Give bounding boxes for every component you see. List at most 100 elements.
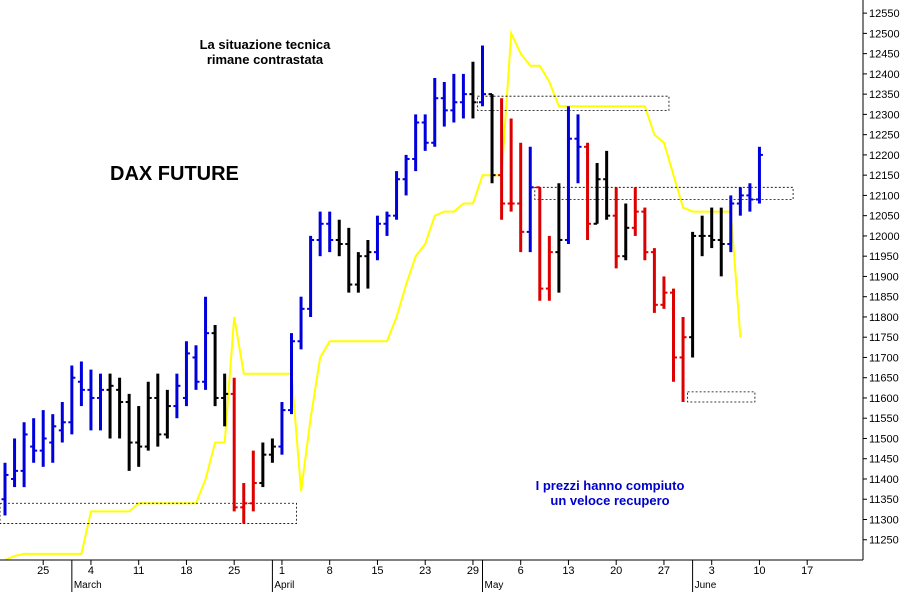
- ohlc-bar: [202, 296, 210, 390]
- ohlc-bar: [555, 183, 563, 293]
- ohlc-bar: [268, 438, 276, 463]
- ohlc-bar: [1, 462, 9, 516]
- ohlc-bar: [727, 195, 735, 253]
- ohlc-bar: [364, 239, 372, 289]
- ohlc-bar: [77, 361, 85, 407]
- ohlc-bar: [679, 316, 687, 403]
- ohlc-bar: [736, 187, 744, 216]
- y-tick-label: 11600: [869, 393, 899, 405]
- x-month-label: June: [695, 580, 717, 591]
- ohlc-bar: [278, 402, 286, 455]
- ohlc-bar: [708, 207, 716, 249]
- ohlc-bar: [87, 369, 95, 431]
- ohlc-bar: [144, 381, 152, 451]
- ohlc-bar: [469, 61, 477, 119]
- ohlc-bar: [230, 377, 238, 512]
- ohlc-bar: [125, 393, 133, 471]
- ohlc-bar: [584, 142, 592, 240]
- support-resistance-box-2: [534, 186, 794, 200]
- ohlc-bar: [11, 438, 19, 488]
- ohlc-bar: [412, 114, 420, 172]
- x-month-label: May: [485, 580, 504, 591]
- y-tick-label: 12250: [869, 130, 900, 142]
- annotation-price-recovery: I prezzi hanno compiuto un veloce recupe…: [535, 478, 685, 508]
- y-tick-label: 11350: [869, 494, 899, 506]
- ohlc-bar: [698, 215, 706, 257]
- ohlc-bar: [612, 187, 620, 269]
- ohlc-bar: [316, 211, 324, 257]
- y-tick-label: 11900: [869, 271, 899, 283]
- y-tick-label: 12000: [869, 231, 900, 243]
- x-tick-label: 25: [37, 565, 49, 577]
- ohlc-bar: [650, 248, 658, 313]
- x-tick-label: 17: [801, 565, 813, 577]
- ohlc-bar: [373, 215, 381, 261]
- ohlc-bar: [182, 341, 190, 407]
- ohlc-bar: [326, 211, 334, 253]
- ohlc-bar: [670, 288, 677, 382]
- x-tick-label: 6: [518, 565, 524, 577]
- ohlc-bar: [536, 186, 544, 301]
- ohlc-bar: [335, 219, 343, 257]
- x-tick-label: 8: [327, 565, 333, 577]
- ohlc-bar: [593, 163, 601, 225]
- ohlc-bar: [249, 450, 257, 512]
- ohlc-bar: [20, 422, 28, 488]
- y-tick-label: 11450: [869, 454, 899, 466]
- y-tick-label: 12150: [869, 170, 900, 182]
- ohlc-bar: [526, 146, 534, 253]
- ohlc-bar: [49, 414, 57, 463]
- x-tick-label: 15: [371, 565, 383, 577]
- y-tick-label: 11800: [869, 312, 899, 324]
- x-month-label: March: [74, 580, 102, 591]
- y-tick-label: 11250: [869, 535, 899, 547]
- ohlc-bar: [479, 45, 486, 107]
- y-tick-label: 12400: [869, 69, 900, 81]
- ohlc-bar: [660, 276, 668, 309]
- y-tick-label: 11550: [869, 413, 899, 425]
- ohlc-bar: [68, 365, 76, 435]
- ohlc-bar: [440, 81, 448, 127]
- ohlc-bar: [450, 73, 458, 123]
- support-resistance-box-0: [0, 502, 297, 524]
- ohlc-bar: [211, 325, 219, 407]
- x-tick-label: 27: [658, 565, 670, 577]
- ohlc-bar: [488, 93, 496, 184]
- ohlc-bar: [173, 373, 181, 419]
- x-tick-label: 1: [279, 565, 285, 577]
- y-tick-label: 11950: [869, 251, 899, 263]
- ohlc-bar: [154, 373, 162, 447]
- support-resistance-box-1: [477, 95, 670, 111]
- ohlc-bar: [498, 98, 506, 220]
- ohlc-bar: [564, 106, 572, 245]
- y-tick-label: 12550: [869, 8, 900, 20]
- y-tick-label: 12500: [869, 28, 900, 40]
- x-tick-label: 20: [610, 565, 622, 577]
- x-tick-label: 29: [467, 565, 479, 577]
- x-tick-label: 25: [228, 565, 240, 577]
- ohlc-bar: [192, 345, 200, 390]
- y-tick-label: 11300: [869, 514, 899, 526]
- x-tick-label: 10: [753, 565, 765, 577]
- y-tick-label: 12300: [869, 109, 900, 121]
- ohlc-bar: [459, 73, 467, 119]
- ohlc-bar: [221, 373, 229, 427]
- ohlc-bar: [30, 418, 38, 463]
- y-tick-label: 12350: [869, 89, 900, 101]
- ohlc-bar: [393, 171, 401, 220]
- ohlc-bar: [755, 146, 763, 204]
- ohlc-bar: [116, 377, 124, 439]
- x-month-label: April: [274, 580, 294, 591]
- annotation-technical-situation: La situazione tecnica rimane contrastata: [199, 37, 331, 67]
- y-tick-label: 11500: [869, 433, 899, 445]
- ohlc-bar: [717, 207, 725, 277]
- y-tick-label: 11850: [869, 292, 899, 304]
- ohlc-bar: [288, 333, 295, 415]
- ohlc-bar: [574, 114, 582, 184]
- ohlc-bar: [431, 77, 439, 147]
- ohlc-bar: [689, 231, 697, 358]
- ohlc-bar: [345, 227, 353, 293]
- x-tick-label: 3: [709, 565, 715, 577]
